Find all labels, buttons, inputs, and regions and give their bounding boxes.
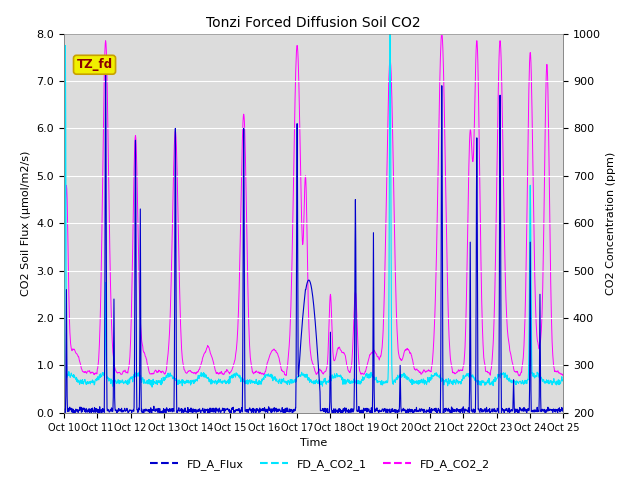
Y-axis label: CO2 Soil Flux (μmol/m2/s): CO2 Soil Flux (μmol/m2/s) xyxy=(21,151,31,296)
Y-axis label: CO2 Concentration (ppm): CO2 Concentration (ppm) xyxy=(607,152,616,295)
Title: Tonzi Forced Diffusion Soil CO2: Tonzi Forced Diffusion Soil CO2 xyxy=(206,16,421,30)
Text: TZ_fd: TZ_fd xyxy=(77,58,113,71)
Legend: FD_A_Flux, FD_A_CO2_1, FD_A_CO2_2: FD_A_Flux, FD_A_CO2_1, FD_A_CO2_2 xyxy=(145,455,495,474)
X-axis label: Time: Time xyxy=(300,438,327,448)
